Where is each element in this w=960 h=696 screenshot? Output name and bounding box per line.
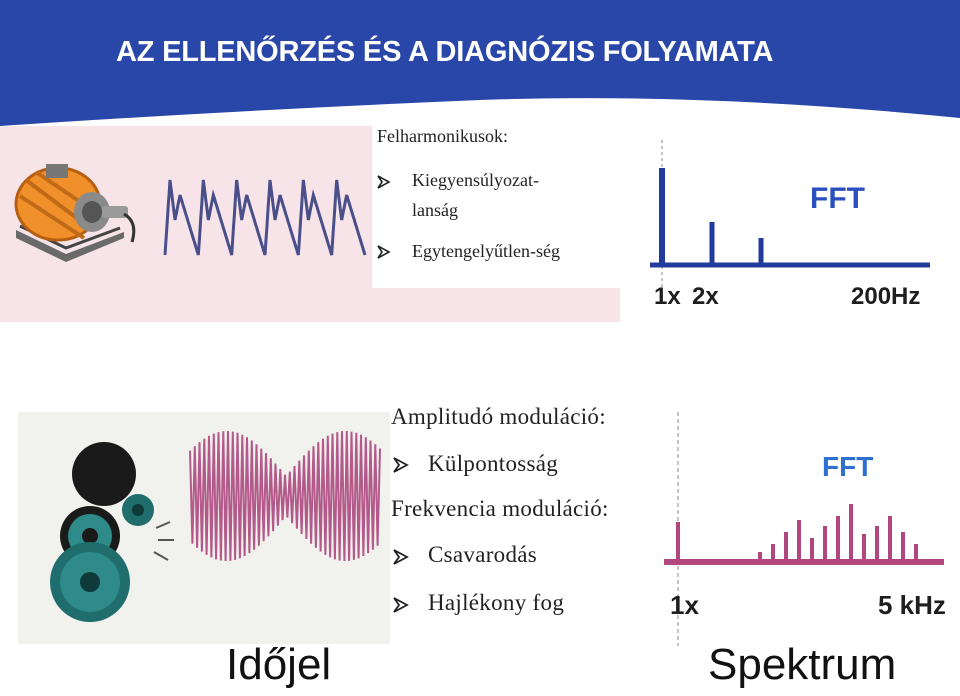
- bottom-time-signal: [189, 430, 381, 562]
- arrow-bullet-icon: [393, 597, 409, 613]
- bottom-tick-5khz: 5 kHz: [878, 590, 946, 620]
- am-heading: Amplitudó moduláció:: [391, 404, 606, 429]
- item-eccentricity: Külpontosság: [428, 451, 559, 476]
- fm-heading: Frekvencia moduláció:: [391, 496, 609, 521]
- bullet-imbalance-cont: lanság: [412, 200, 458, 220]
- arrow-bullet-icon: [393, 549, 409, 565]
- top-tick-200hz: 200Hz: [851, 283, 921, 310]
- bottom-fft-label: FFT: [822, 451, 874, 482]
- arrow-bullet-icon: [393, 457, 409, 473]
- top-time-signal: [163, 179, 367, 256]
- bullet-imbalance: Kiegyensúlyozat-: [412, 170, 539, 190]
- motor-icon: [14, 164, 136, 262]
- top-text-box: [372, 126, 620, 288]
- bullet-misalignment: Egytengelyűtlen-ség: [412, 241, 560, 261]
- gears-icon: [50, 442, 174, 622]
- harmonics-heading: Felharmonikusok:: [377, 126, 508, 146]
- caption-spectrum: Spektrum: [708, 640, 897, 689]
- caption-time-signal: Időjel: [226, 640, 332, 689]
- bottom-spectrum: [664, 412, 944, 646]
- item-flexible-tooth: Hajlékony fog: [428, 590, 565, 615]
- arrow-bullet-icon: [377, 175, 391, 189]
- top-tick-1x: 1x: [654, 283, 681, 310]
- top-tick-2x: 2x: [692, 283, 719, 310]
- header-banner: [0, 0, 960, 126]
- top-spectrum: [650, 140, 930, 290]
- top-fft-label: FFT: [810, 182, 865, 215]
- arrow-bullet-icon: [377, 245, 391, 259]
- bottom-tick-1x: 1x: [670, 590, 699, 620]
- item-torsion: Csavarodás: [428, 542, 538, 567]
- page-title: AZ ELLENŐRZÉS ÉS A DIAGNÓZIS FOLYAMATA: [116, 36, 774, 68]
